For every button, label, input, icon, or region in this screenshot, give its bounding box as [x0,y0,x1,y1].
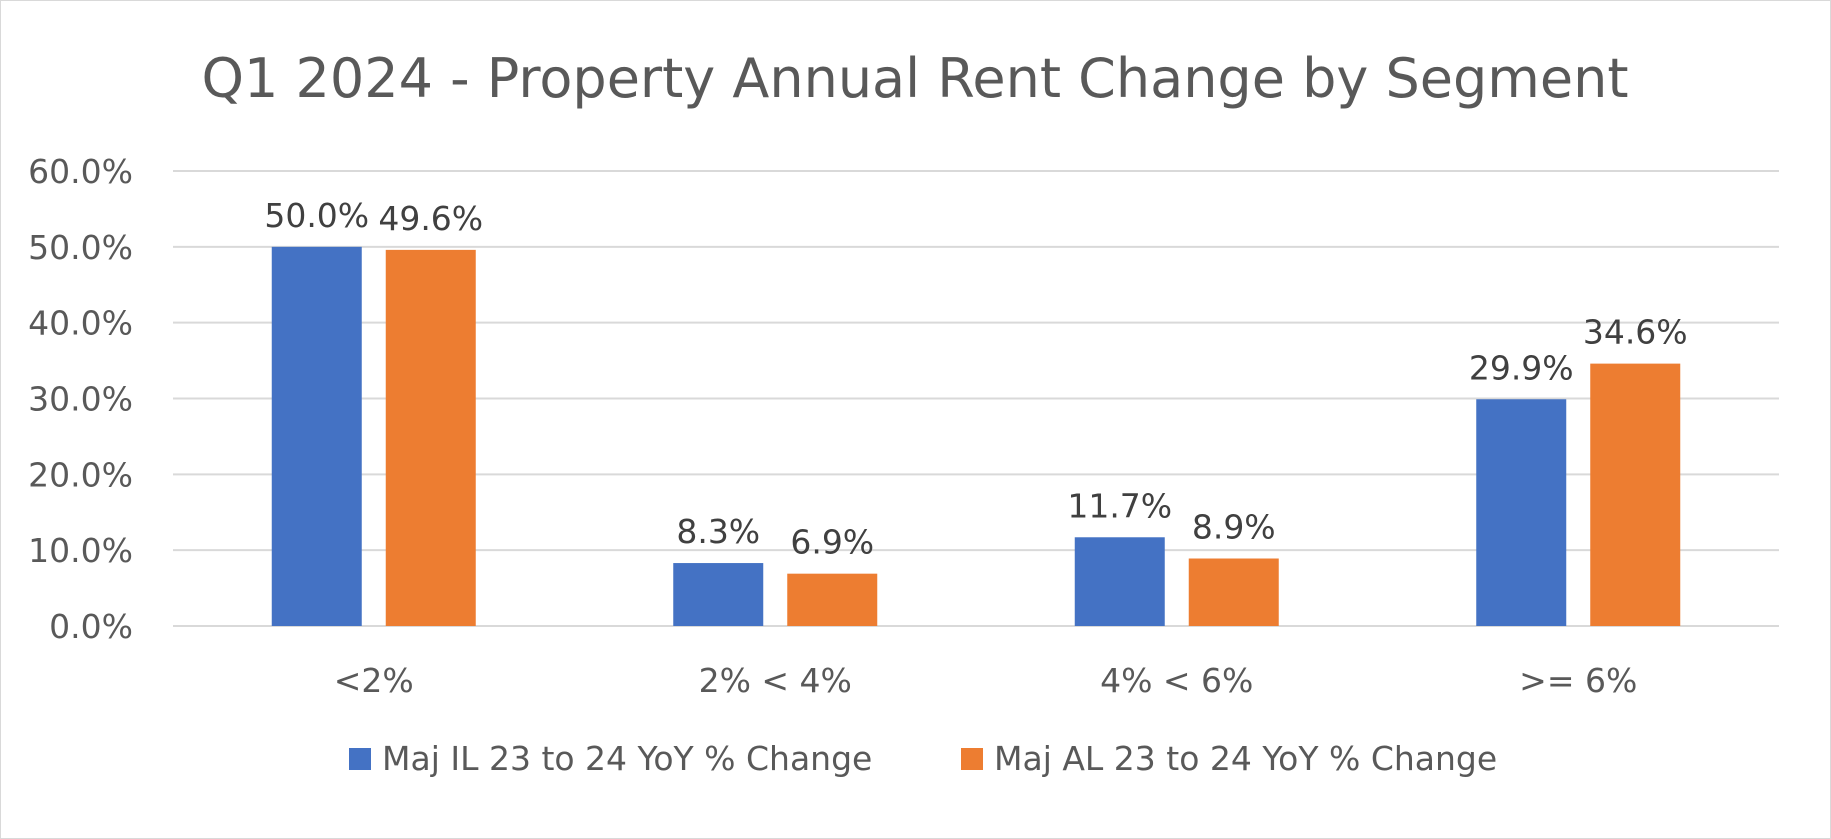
bar-maj-al [787,573,878,626]
bar-maj-il [1476,399,1567,626]
bar-maj-il [673,563,764,626]
x-tick-label: 4% < 6% [1100,661,1253,700]
data-label: 8.3% [676,512,760,551]
chart-title: Q1 2024 - Property Annual Rent Change by… [202,47,1629,110]
legend-item-maj-il: Maj IL 23 to 24 YoY % Change [349,739,872,778]
data-label: 29.9% [1469,348,1574,387]
legend-swatch [349,748,371,770]
x-tick-label: <2% [334,661,414,700]
y-axis-ticks: 0.0% 10.0% 20.0% 30.0% 40.0% 50.0% 60.0% [28,152,133,646]
x-axis-ticks: <2% 2% < 4% 4% < 6% >= 6% [334,661,1638,700]
legend-swatch [961,748,983,770]
y-tick-label: 60.0% [28,152,133,191]
legend: Maj IL 23 to 24 YoY % Change Maj AL 23 to… [349,739,1497,778]
data-label: 6.9% [790,523,874,562]
bars [271,246,1681,627]
legend-item-maj-al: Maj AL 23 to 24 YoY % Change [961,739,1497,778]
bar-maj-al [385,249,476,626]
y-tick-label: 10.0% [28,531,133,570]
bar-maj-al [1590,363,1681,626]
y-tick-label: 30.0% [28,380,133,419]
data-label: 50.0% [264,196,369,235]
x-tick-label: 2% < 4% [699,661,852,700]
bar-maj-il [271,246,362,627]
data-label: 8.9% [1192,508,1276,547]
y-tick-label: 40.0% [28,304,133,343]
data-label: 34.6% [1583,313,1688,352]
x-tick-label: >= 6% [1519,661,1637,700]
y-tick-label: 20.0% [28,455,133,494]
data-label: 11.7% [1067,486,1172,525]
legend-label: Maj IL 23 to 24 YoY % Change [382,739,872,778]
data-label: 49.6% [378,199,483,238]
legend-label: Maj AL 23 to 24 YoY % Change [994,739,1497,778]
data-labels: 50.0% 49.6% 8.3% 6.9% 11.7% 8.9% 29.9%34.6% [264,196,1687,562]
bar-maj-al [1188,558,1279,626]
bar-maj-il [1074,537,1165,626]
y-tick-label: 0.0% [49,607,133,646]
y-tick-label: 50.0% [28,228,133,267]
